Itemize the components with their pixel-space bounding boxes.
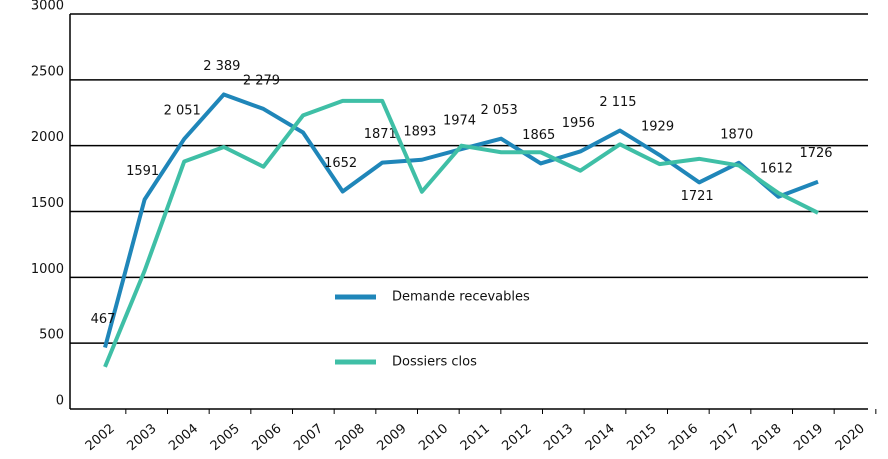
x-tick-label: 2004	[166, 421, 201, 454]
data-label: 1956	[562, 116, 595, 131]
y-tick-label: 1500	[31, 196, 64, 211]
data-label: 1612	[760, 161, 793, 176]
x-tick-label: 2014	[583, 421, 618, 454]
x-tick-label: 2020	[833, 421, 868, 454]
x-tick-label: 2017	[708, 421, 743, 454]
y-tick-label: 2000	[31, 130, 64, 145]
x-tick-label: 2013	[541, 421, 576, 454]
x-tick-label: 2006	[249, 421, 284, 454]
x-tick-label: 2009	[374, 421, 409, 454]
data-label: 2 279	[243, 73, 280, 88]
data-label: 1870	[720, 127, 753, 142]
x-tick-label: 2011	[458, 421, 493, 454]
y-tick-label: 0	[56, 394, 64, 409]
data-label: 1721	[681, 189, 714, 204]
data-label: 2 053	[481, 103, 518, 118]
x-tick-label: 2007	[291, 421, 326, 454]
data-label: 1726	[799, 146, 832, 161]
data-label: 1871	[364, 127, 397, 142]
data-label: 1652	[324, 156, 357, 171]
legend-label: Dossiers clos	[392, 355, 477, 370]
x-tick-label: 2018	[749, 421, 784, 454]
x-tick-label: 2002	[83, 421, 118, 454]
x-tick-label: 2016	[666, 421, 701, 454]
data-label: 1929	[641, 120, 674, 135]
y-tick-label: 1000	[31, 262, 64, 277]
data-label: 1591	[126, 164, 159, 179]
data-label: 2 389	[203, 59, 240, 74]
data-label: 467	[91, 312, 116, 327]
data-label: 2 051	[164, 103, 201, 118]
x-tick-label: 2012	[499, 421, 534, 454]
data-label: 1865	[522, 128, 555, 143]
x-tick-label: 2019	[791, 421, 826, 454]
data-label: 1893	[403, 124, 436, 139]
x-tick-label: 2008	[333, 421, 368, 454]
x-tick-label: 2015	[624, 421, 659, 454]
legend-label: Demande recevables	[392, 290, 530, 305]
y-tick-label: 500	[39, 328, 64, 343]
data-label: 1974	[443, 114, 476, 129]
data-label: 2 115	[599, 95, 636, 110]
y-tick-label: 3000	[31, 0, 64, 14]
y-tick-label: 2500	[31, 64, 64, 79]
x-tick-label: 2005	[208, 421, 243, 454]
line	[103, 92, 819, 349]
x-tick-label: 2010	[416, 421, 451, 454]
x-tick-label: 2003	[124, 421, 159, 454]
line	[103, 98, 819, 368]
